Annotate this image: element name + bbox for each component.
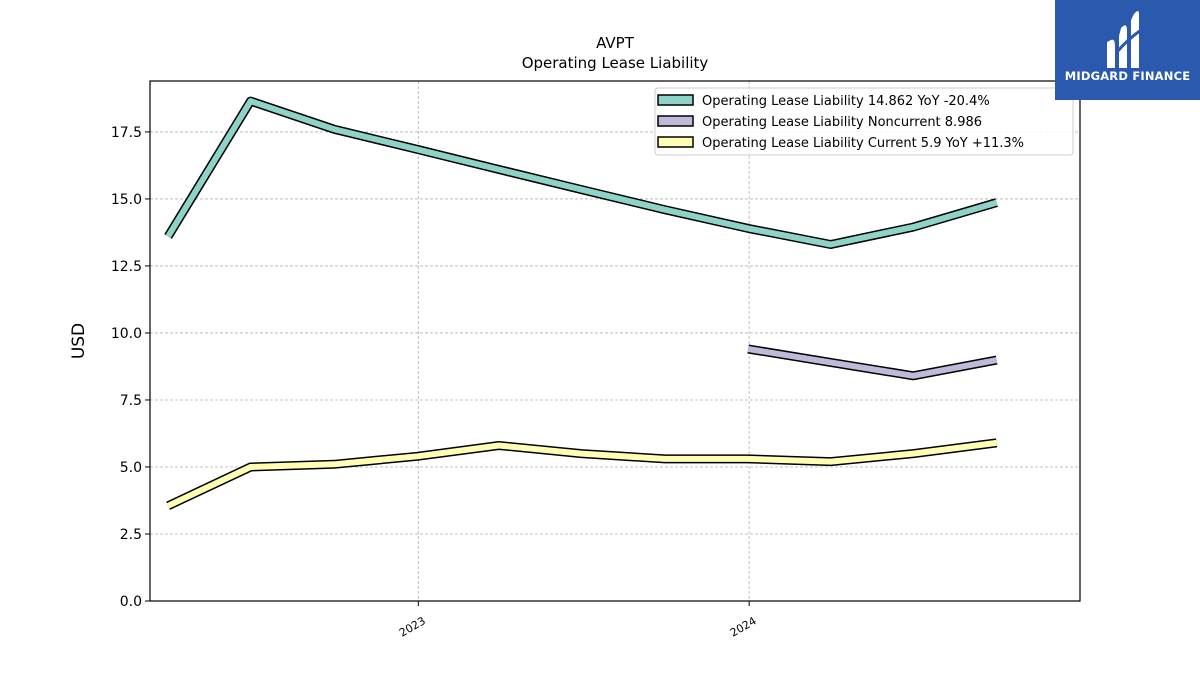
legend-label: Operating Lease Liability Noncurrent 8.9… — [702, 115, 982, 130]
x-tick-label: 2023 — [397, 614, 428, 639]
y-tick-label: 15.0 — [111, 192, 142, 208]
plot-frame — [149, 80, 1081, 602]
chart-subtitle: Operating Lease Liability — [522, 54, 709, 72]
y-tick-label: 10.0 — [111, 326, 142, 342]
legend-label: Operating Lease Liability Current 5.9 Yo… — [702, 136, 1024, 151]
y-axis-label: USD — [69, 323, 89, 359]
series-line — [747, 346, 998, 379]
logo-text: MIDGARD FINANCE — [1064, 69, 1191, 83]
y-tick-label: 17.5 — [111, 125, 142, 141]
legend-box — [654, 87, 1074, 156]
chart-title: AVPT — [596, 34, 635, 52]
y-tick-label: 12.5 — [111, 259, 142, 275]
y-tick-label: 7.5 — [120, 393, 142, 409]
logo-mark-icon — [1107, 11, 1142, 68]
legend-swatch — [657, 94, 694, 106]
series-line — [166, 439, 997, 509]
y-tick-label: 0.0 — [120, 594, 142, 610]
midgard-finance-logo: MIDGARD FINANCE — [1055, 0, 1200, 100]
y-tick-label: 2.5 — [120, 527, 142, 543]
y-tick-label: 5.0 — [120, 460, 142, 476]
series-line — [165, 98, 998, 248]
x-tick-label: 2024 — [728, 614, 759, 639]
legend-label: Operating Lease Liability 14.862 YoY -20… — [702, 94, 990, 109]
legend-swatch — [657, 136, 694, 148]
legend-swatch — [657, 115, 694, 127]
